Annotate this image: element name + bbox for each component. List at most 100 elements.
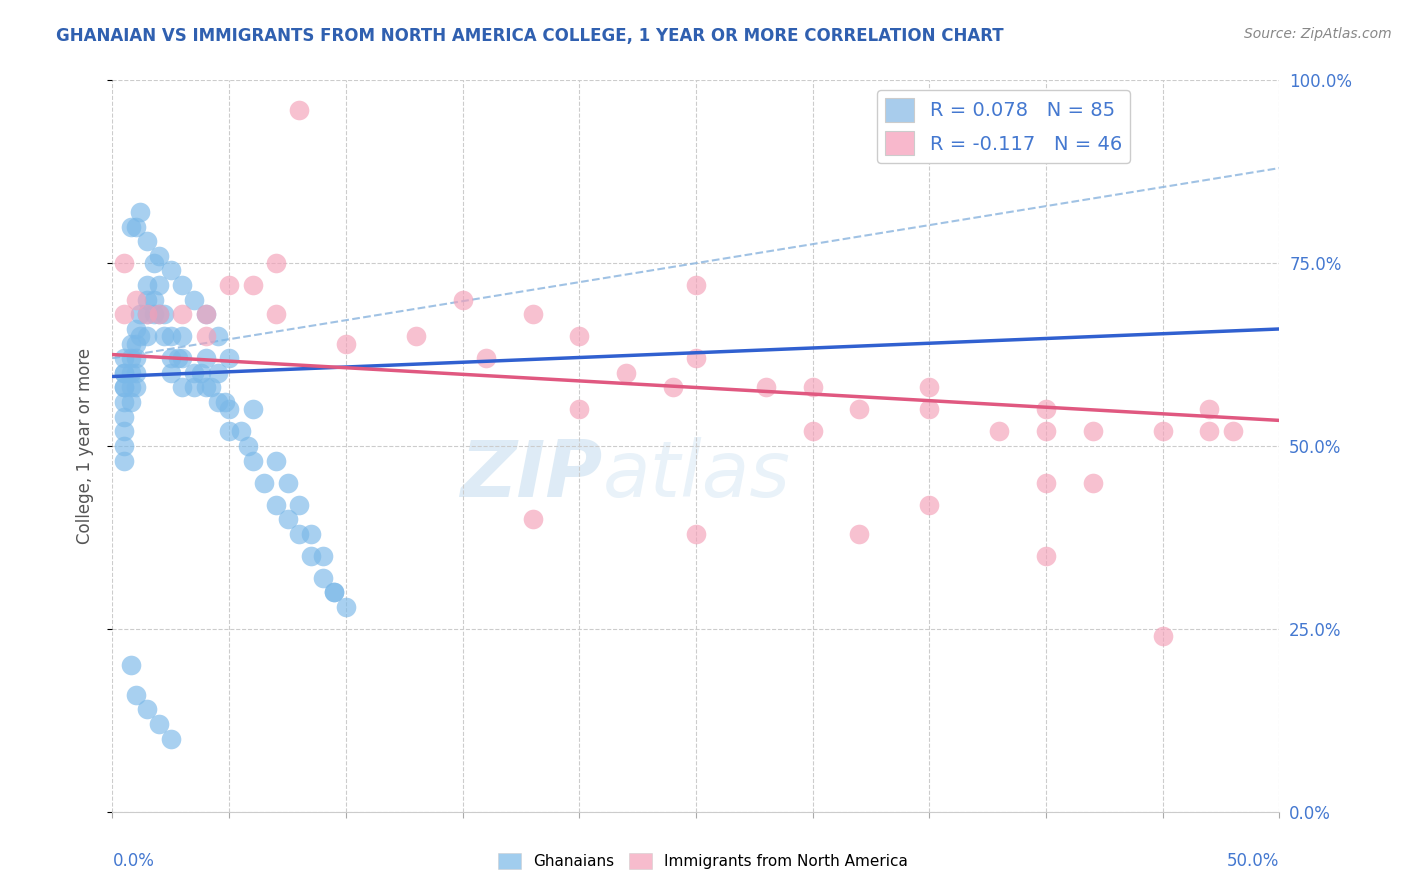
Point — [311, 571, 333, 585]
Point — [661, 380, 683, 394]
Point — [264, 256, 287, 270]
Point — [1035, 549, 1057, 563]
Point — [125, 293, 148, 307]
Point — [451, 293, 474, 307]
Point — [918, 380, 941, 394]
Point — [323, 585, 346, 599]
Point — [207, 366, 229, 380]
Point — [801, 380, 824, 394]
Point — [120, 658, 142, 673]
Point — [1035, 475, 1057, 490]
Point — [112, 439, 135, 453]
Point — [166, 351, 188, 366]
Point — [755, 380, 778, 394]
Point — [1152, 629, 1174, 643]
Point — [125, 351, 148, 366]
Point — [129, 329, 152, 343]
Point — [614, 366, 637, 380]
Point — [568, 329, 591, 343]
Point — [299, 549, 322, 563]
Point — [143, 307, 166, 321]
Point — [194, 351, 217, 366]
Point — [194, 329, 217, 343]
Point — [1198, 425, 1220, 439]
Point — [112, 351, 135, 366]
Point — [568, 402, 591, 417]
Point — [183, 380, 205, 394]
Point — [160, 263, 183, 277]
Point — [214, 395, 236, 409]
Point — [194, 307, 217, 321]
Point — [522, 512, 544, 526]
Point — [153, 329, 176, 343]
Point — [148, 717, 170, 731]
Point — [1035, 425, 1057, 439]
Point — [264, 498, 287, 512]
Point — [218, 402, 240, 417]
Point — [522, 307, 544, 321]
Point — [229, 425, 252, 439]
Point — [194, 307, 217, 321]
Point — [112, 256, 135, 270]
Y-axis label: College, 1 year or more: College, 1 year or more — [76, 348, 94, 544]
Point — [148, 278, 170, 293]
Point — [153, 307, 176, 321]
Point — [112, 425, 135, 439]
Point — [120, 219, 142, 234]
Point — [207, 329, 229, 343]
Text: ZIP: ZIP — [460, 437, 603, 513]
Point — [1081, 475, 1104, 490]
Point — [120, 336, 142, 351]
Point — [125, 688, 148, 702]
Point — [218, 351, 240, 366]
Point — [120, 380, 142, 394]
Point — [848, 526, 870, 541]
Point — [172, 278, 194, 293]
Point — [988, 425, 1011, 439]
Point — [1152, 425, 1174, 439]
Point — [685, 526, 707, 541]
Point — [136, 329, 159, 343]
Point — [125, 380, 148, 394]
Point — [160, 351, 183, 366]
Point — [143, 293, 166, 307]
Point — [136, 293, 159, 307]
Point — [148, 307, 170, 321]
Point — [143, 256, 166, 270]
Point — [323, 585, 346, 599]
Point — [136, 278, 159, 293]
Point — [288, 103, 311, 117]
Point — [194, 380, 217, 394]
Point — [207, 395, 229, 409]
Point — [125, 322, 148, 336]
Text: atlas: atlas — [603, 437, 790, 513]
Point — [918, 402, 941, 417]
Point — [242, 453, 264, 467]
Point — [1222, 425, 1244, 439]
Point — [242, 402, 264, 417]
Point — [148, 307, 170, 321]
Point — [685, 351, 707, 366]
Text: 0.0%: 0.0% — [112, 852, 155, 870]
Point — [112, 409, 135, 424]
Point — [125, 219, 148, 234]
Point — [112, 380, 135, 394]
Point — [299, 526, 322, 541]
Legend: R = 0.078   N = 85, R = -0.117   N = 46: R = 0.078 N = 85, R = -0.117 N = 46 — [877, 90, 1129, 162]
Point — [112, 307, 135, 321]
Point — [112, 366, 135, 380]
Point — [112, 453, 135, 467]
Point — [172, 380, 194, 394]
Point — [136, 307, 159, 321]
Point — [160, 366, 183, 380]
Text: 50.0%: 50.0% — [1227, 852, 1279, 870]
Point — [288, 498, 311, 512]
Point — [276, 512, 298, 526]
Point — [160, 731, 183, 746]
Point — [136, 307, 159, 321]
Point — [1198, 402, 1220, 417]
Point — [129, 205, 152, 219]
Point — [120, 366, 142, 380]
Point — [218, 425, 240, 439]
Point — [475, 351, 498, 366]
